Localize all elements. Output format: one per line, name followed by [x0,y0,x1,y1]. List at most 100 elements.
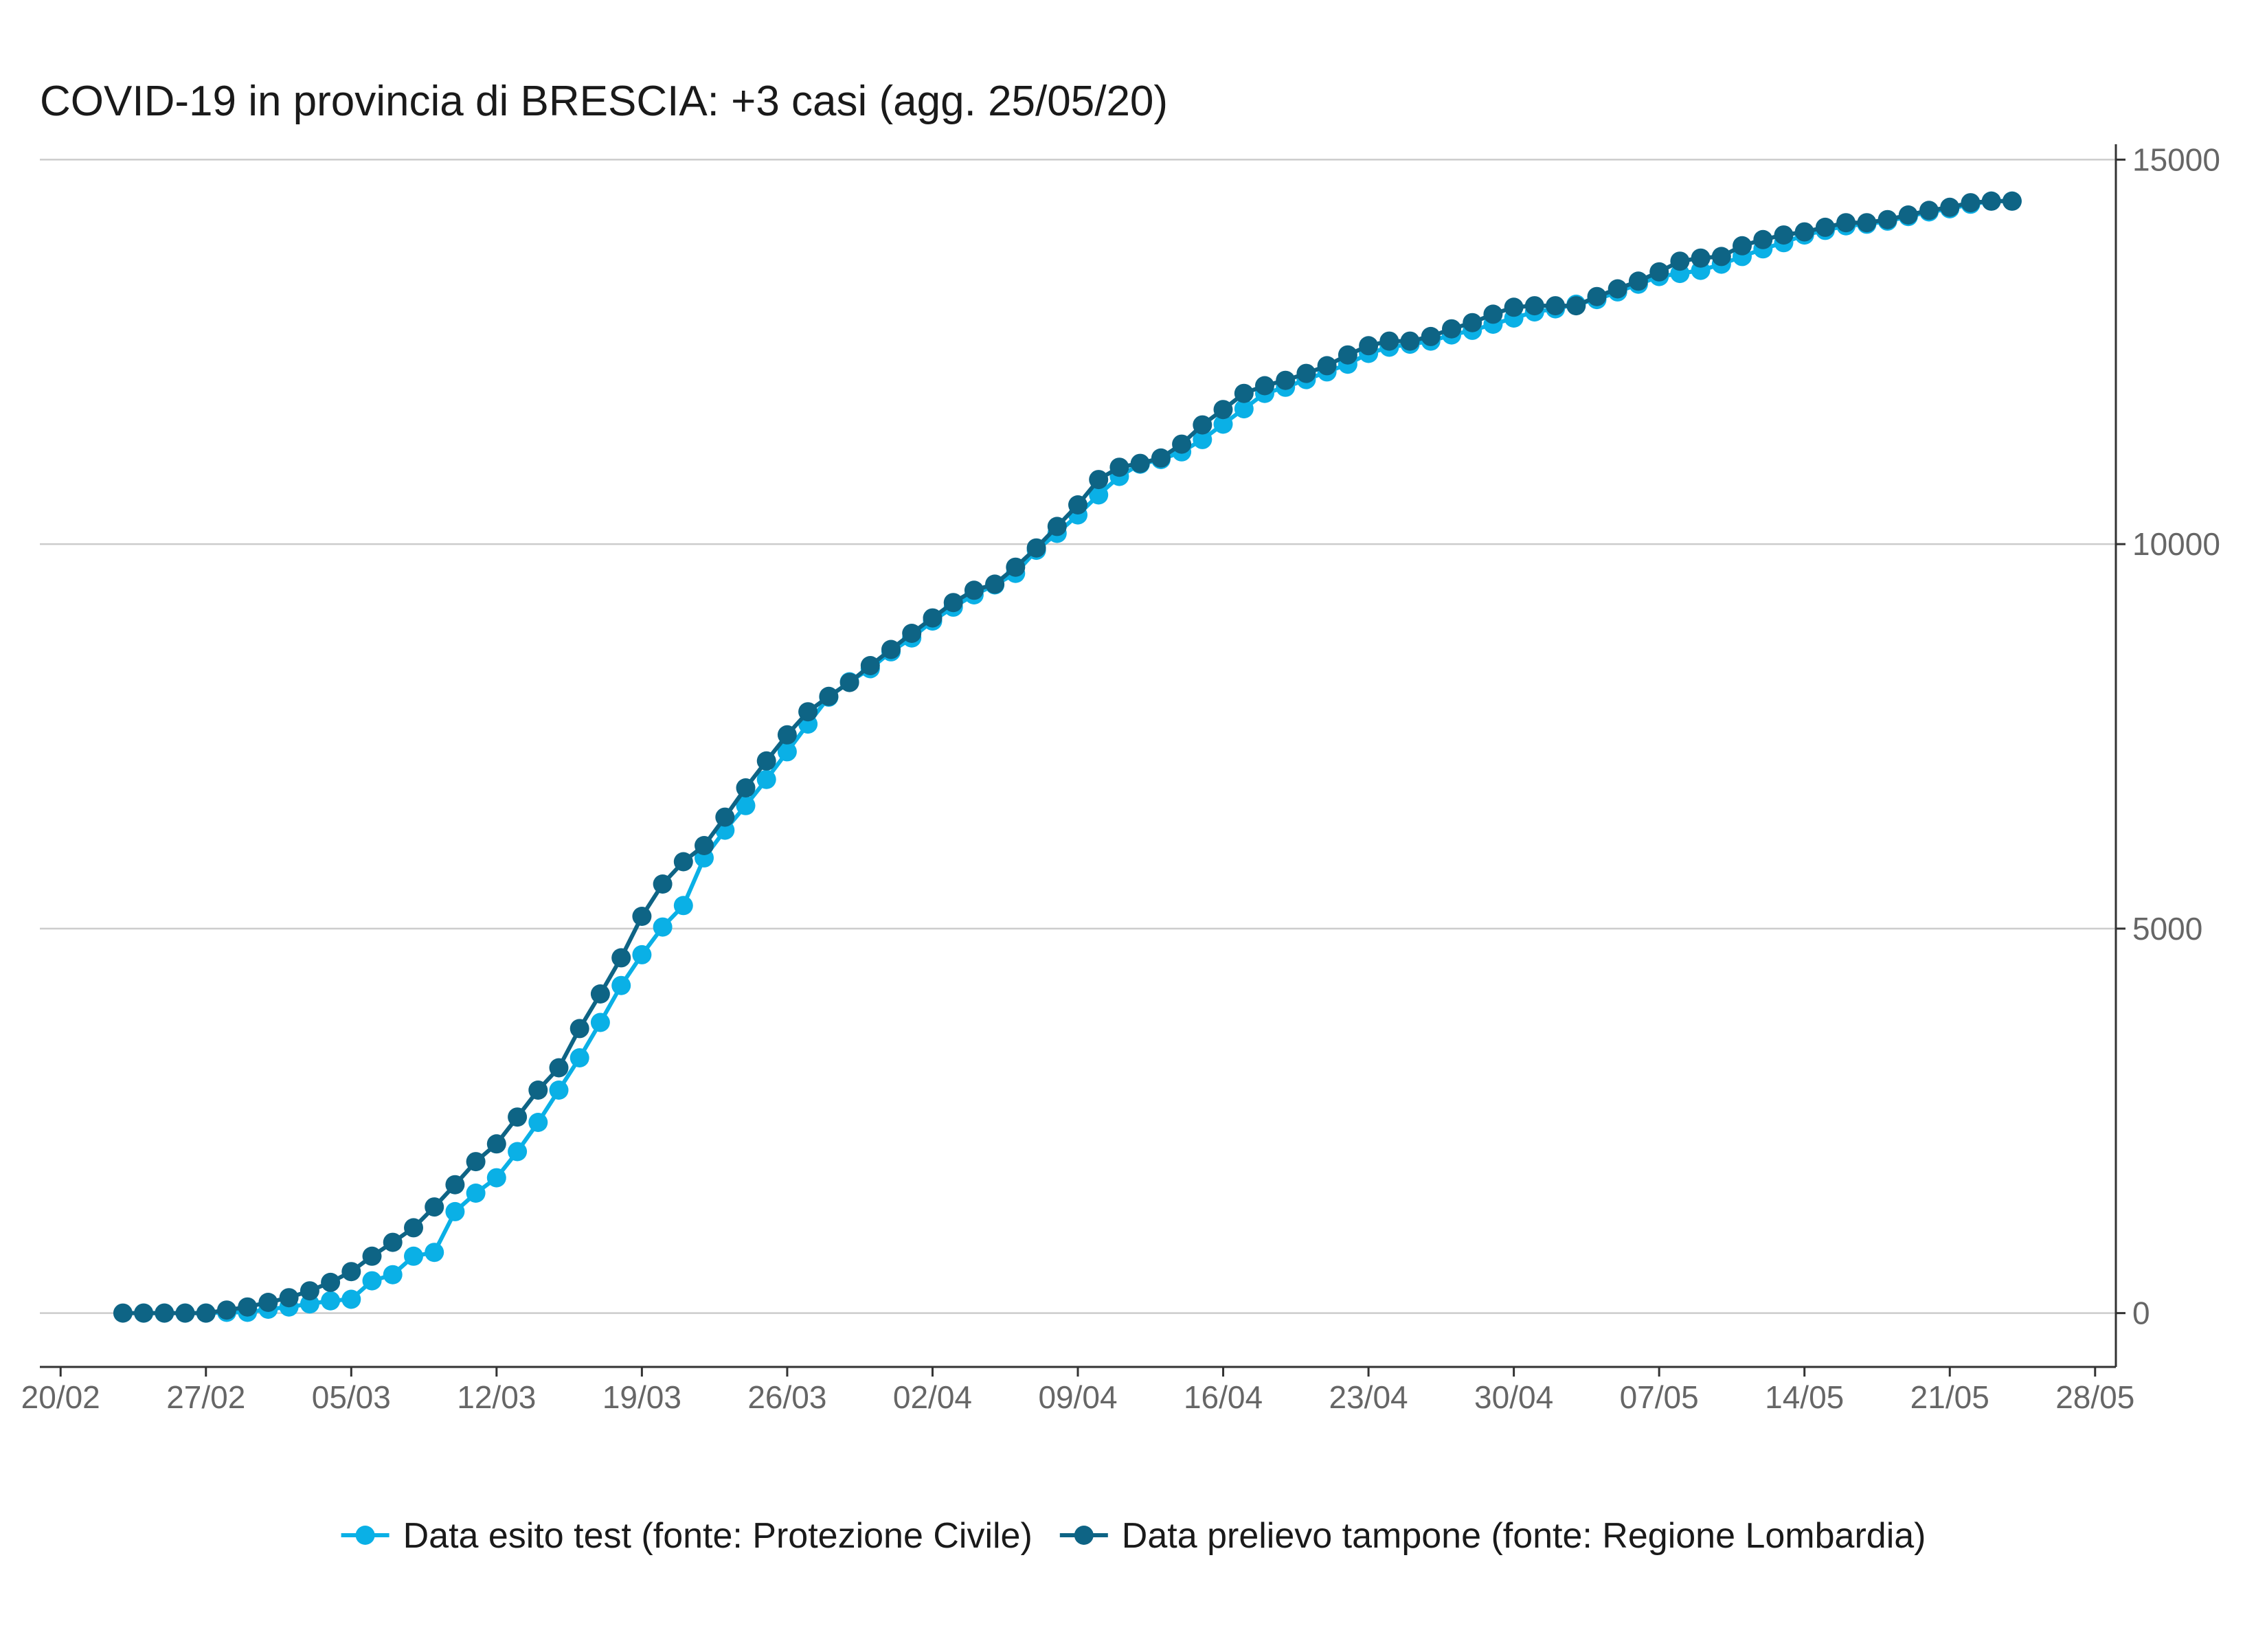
x-tick-label: 07/05 [1620,1379,1699,1415]
data-point [611,975,631,995]
data-point [1566,296,1586,316]
data-point [964,580,984,600]
x-tick-label: 05/03 [312,1379,391,1415]
data-point [1919,201,1939,220]
data-point [673,852,693,872]
y-tick-label: 10000 [2132,526,2220,562]
x-tick-label: 02/04 [893,1379,972,1415]
series-layer [113,191,2022,1323]
data-point [1234,399,1254,419]
data-point [1089,485,1109,505]
data-point [196,1303,216,1323]
x-tick-label: 23/04 [1329,1379,1408,1415]
data-point [1026,538,1046,558]
data-point [217,1300,236,1320]
data-point [1836,213,1856,233]
data-point [653,917,673,937]
data-point [134,1303,154,1323]
data-point [569,1019,589,1039]
data-point [985,574,1005,594]
data-point [528,1080,548,1100]
legend: Data esito test (fonte: Protezione Civil… [341,1516,1926,1556]
data-point [1213,414,1233,434]
data-point [258,1293,278,1312]
legend-label: Data prelievo tampone (fonte: Regione Lo… [1122,1516,1926,1556]
data-point [1068,495,1087,514]
data-point [1857,213,1877,233]
data-point [1172,434,1192,454]
data-point [362,1246,382,1266]
y-tick-label: 5000 [2132,911,2202,947]
data-point [466,1184,486,1203]
data-point [383,1265,403,1285]
x-tick-label: 12/03 [457,1379,536,1415]
data-point [1670,251,1690,271]
data-point [819,686,839,706]
x-tick-label: 26/03 [747,1379,826,1415]
data-point [777,725,797,745]
data-point [425,1243,444,1263]
data-point [1296,363,1316,383]
data-point [486,1168,506,1188]
data-point [321,1272,341,1292]
data-point [300,1281,319,1301]
data-point [549,1058,569,1078]
data-point [1317,356,1337,376]
data-point [673,896,693,916]
data-point [279,1288,299,1308]
data-point [1898,205,1918,225]
data-point [466,1152,486,1172]
data-point [445,1201,465,1221]
legend-label: Data esito test (fonte: Protezione Civil… [403,1516,1033,1556]
x-tick-label: 19/03 [602,1379,681,1415]
data-point [1483,304,1503,324]
data-point [611,948,631,968]
data-point [1442,319,1461,339]
data-point [1463,313,1482,332]
data-point [695,836,714,855]
data-point [1421,326,1441,346]
data-point [1815,217,1835,237]
data-point [1359,336,1379,356]
legend-item-0: Data esito test (fonte: Protezione Civil… [341,1516,1033,1556]
legend-key-marker [1074,1526,1094,1545]
data-point [2002,191,2022,211]
data-point [1711,247,1731,267]
data-point [1006,557,1026,577]
data-point [943,593,963,613]
data-point [736,795,756,815]
data-point [1753,229,1773,249]
series-0 [134,191,2022,1323]
legend-item-1: Data prelievo tampone (fonte: Regione Lo… [1059,1516,1926,1556]
gridlines [40,159,2116,1314]
data-point [341,1289,361,1309]
data-point [1587,286,1607,306]
data-point [756,769,776,789]
data-point [404,1246,423,1266]
data-point [1981,191,2001,211]
data-point [736,778,756,797]
series-1 [113,191,2022,1323]
data-point [1524,296,1544,316]
data-point [1628,271,1648,291]
data-point [1130,453,1150,473]
data-point [113,1303,133,1323]
y-axis: 0 5000 10000 15000 [2114,142,2220,1367]
data-point [777,742,797,762]
chart-title: COVID-19 in provincia di BRESCIA: +3 cas… [40,78,1168,125]
data-point [1961,193,1981,213]
data-point [383,1232,403,1252]
data-point [175,1303,195,1323]
x-tick-label: 09/04 [1038,1379,1117,1415]
data-point [569,1048,589,1067]
data-point [508,1142,528,1162]
data-point [1213,400,1233,420]
data-point [1400,331,1420,351]
data-point [1877,210,1897,229]
data-point [1733,236,1752,256]
data-point [1234,383,1254,403]
x-tick-label: 28/05 [2055,1379,2134,1415]
data-point [1649,262,1669,282]
